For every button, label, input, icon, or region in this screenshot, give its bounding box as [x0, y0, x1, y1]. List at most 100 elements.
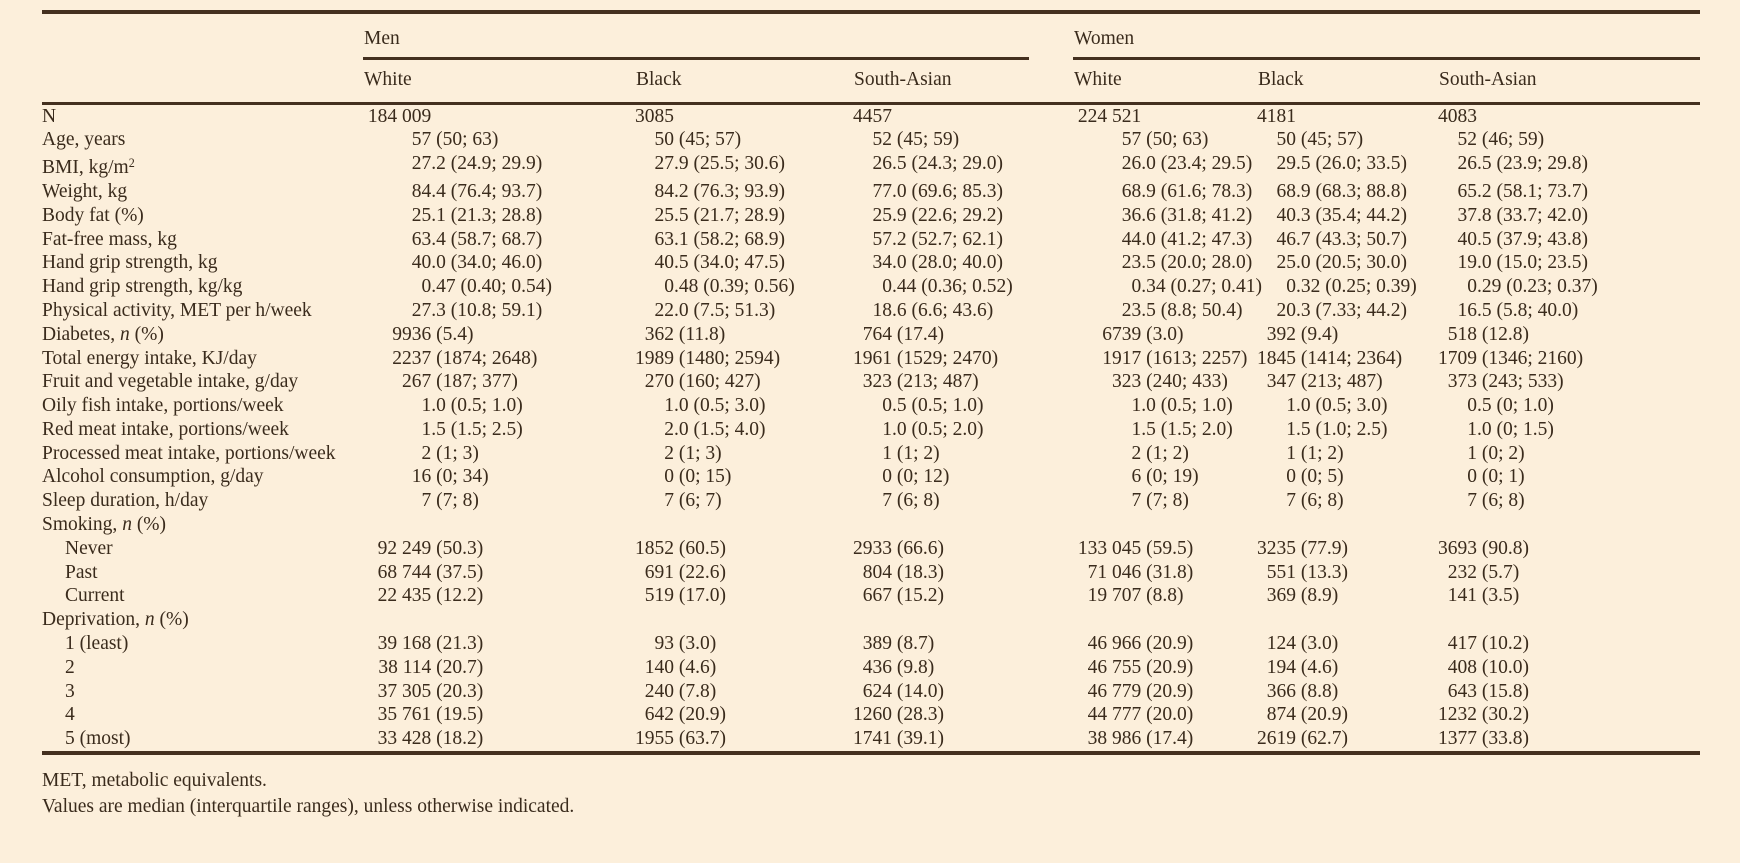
cell: 1377 (33.8): [1438, 728, 1529, 750]
row-label: Fat-free mass, kg: [42, 228, 177, 250]
cell: 22.0 (7.5; 51.3): [654, 299, 776, 321]
cell: 1232 (30.2): [1438, 704, 1529, 726]
top-rule: [42, 10, 1700, 14]
cell: 0.32 (0.25; 0.39): [1286, 276, 1417, 298]
cell: 2.0 (1.5; 4.0): [664, 418, 766, 440]
row-label: 1 (least): [65, 633, 129, 655]
cell: 23.5 (8.8; 50.4): [1121, 299, 1243, 321]
cell: 26.5 (23.9; 29.8): [1457, 153, 1589, 175]
cell: 0.44 (0.36; 0.52): [882, 276, 1013, 298]
cell: 4083: [1438, 105, 1477, 127]
footnote-values: Values are median (interquartile ranges)…: [42, 796, 575, 818]
cell: 93 (3.0): [654, 633, 717, 655]
row-label: Hand grip strength, kg/kg: [42, 276, 243, 298]
cell: 4181: [1257, 105, 1296, 127]
cell: 0.5 (0; 1.0): [1467, 395, 1554, 417]
cell: 1961 (1529; 2470): [853, 347, 999, 369]
table-row: Processed meat intake, portions/week 2 (1…: [42, 442, 1700, 466]
table-row: Fat-free mass, kg 63.4 (58.7; 68.7) 63.1 (…: [42, 228, 1700, 252]
cell: 267 (187; 377): [402, 371, 518, 393]
cell: 643 (15.8): [1447, 680, 1529, 702]
table-row: Oily fish intake, portions/week 1.0 (0.5;…: [42, 394, 1700, 418]
colhead-women-black: Black: [1258, 68, 1304, 90]
cell: 1 (1; 2): [882, 442, 940, 464]
cell: 77.0 (69.6; 85.3): [872, 180, 1004, 202]
cell: 84.4 (76.4; 93.7): [411, 180, 543, 202]
cell: 18.6 (6.6; 43.6): [872, 299, 994, 321]
cell: 6739 (3.0): [1102, 323, 1184, 345]
cell: 0.5 (0.5; 1.0): [882, 395, 984, 417]
cell: 1.0 (0; 1.5): [1467, 418, 1554, 440]
cell: 323 (240; 433): [1112, 371, 1228, 393]
cell: 4457: [853, 105, 892, 127]
row-label: Age, years: [42, 129, 126, 151]
cell: 57 (50; 63): [411, 129, 499, 151]
cell: 2 (1; 3): [664, 442, 722, 464]
cell: 347 (213; 487): [1266, 371, 1383, 393]
table-row: 5 (most) 33 428 (18.2) 1955 (63.7) 1741 (39…: [42, 727, 1700, 751]
cell: 1 (0; 2): [1467, 442, 1525, 464]
cell: 19 707 (8.8): [1087, 585, 1184, 607]
cell: 46 755 (20.9): [1087, 656, 1194, 678]
cell: 0.29 (0.23; 0.37): [1467, 276, 1598, 298]
cell: 36.6 (31.8; 41.2): [1121, 204, 1253, 226]
cell: [853, 513, 1073, 537]
cell: 40.5 (37.9; 43.8): [1457, 228, 1589, 250]
table-row: Red meat intake, portions/week 1.5 (1.5; …: [42, 418, 1700, 442]
cell: 1852 (60.5): [635, 537, 726, 559]
cell: 29.5 (26.0; 33.5): [1276, 153, 1408, 175]
cell: 2 (1; 3): [421, 442, 479, 464]
table-row: 2 38 114 (20.7) 140 (4.6) 436 (9.8) 46 755 (…: [42, 656, 1700, 680]
cell: [1438, 513, 1700, 537]
footnotes: MET, metabolic equivalents. Values are m…: [42, 768, 1700, 820]
table-row: Fruit and vegetable intake, g/day 267 (18…: [42, 370, 1700, 394]
cell: 551 (13.3): [1266, 561, 1348, 583]
colhead-men-south-asian: South-Asian: [854, 68, 952, 90]
cell: 50 (45; 57): [1276, 129, 1364, 151]
cell: 194 (4.6): [1266, 656, 1339, 678]
cell: 33 428 (18.2): [377, 728, 484, 750]
spanner-men: Men: [363, 14, 1073, 60]
cell: 1845 (1414; 2364): [1257, 347, 1403, 369]
cell: 37.8 (33.7; 42.0): [1457, 204, 1589, 226]
colhead-women-white: White: [1074, 68, 1122, 90]
table-row: Weight, kg 84.4 (76.4; 93.7) 84.2 (76.3; 9…: [42, 180, 1700, 204]
cell: 0 (0; 1): [1467, 466, 1525, 488]
cell: 7 (6; 8): [882, 490, 940, 512]
cell: 7 (7; 8): [1131, 490, 1189, 512]
row-label: Body fat (%): [42, 204, 144, 226]
cell: 518 (12.8): [1447, 323, 1529, 345]
cell: 38 986 (17.4): [1087, 728, 1194, 750]
cell: 1.5 (1.5; 2.5): [421, 418, 523, 440]
cell: 1.0 (0.5; 2.0): [882, 418, 984, 440]
cell: 408 (10.0): [1447, 656, 1529, 678]
table-group-row: Smoking, n (%): [42, 513, 1700, 537]
table-group-row: Deprivation, n (%): [42, 608, 1700, 632]
cell: 68 744 (37.5): [377, 561, 484, 583]
cell: 1.0 (0.5; 1.0): [1131, 395, 1233, 417]
row-label: Smoking, n (%): [42, 514, 167, 536]
row-label: 2: [65, 656, 75, 678]
cell: 373 (243; 533): [1447, 371, 1564, 393]
cell: 63.1 (58.2; 68.9): [654, 228, 786, 250]
cell: 34.0 (28.0; 40.0): [872, 252, 1004, 274]
cell: 63.4 (58.7; 68.7): [411, 228, 543, 250]
table-row: Body fat (%) 25.1 (21.3; 28.8) 25.5 (21.7;…: [42, 204, 1700, 228]
cell: 20.3 (7.33; 44.2): [1276, 299, 1408, 321]
cell: 224 521: [1077, 105, 1142, 127]
cell: 26.5 (24.3; 29.0): [872, 153, 1004, 175]
table-row: 1 (least) 39 168 (21.3) 93 (3.0) 389 (8.7) 4…: [42, 632, 1700, 656]
cell: 46.7 (43.3; 50.7): [1276, 228, 1408, 250]
cell: 323 (213; 487): [862, 371, 979, 393]
cell: 140 (4.6): [644, 656, 717, 678]
cell: 25.1 (21.3; 28.8): [411, 204, 543, 226]
cell: 764 (17.4): [862, 323, 944, 345]
row-label: Never: [65, 537, 113, 559]
men-underline-rule: [363, 57, 1029, 60]
cell: 39 168 (21.3): [377, 633, 484, 655]
cell: 3693 (90.8): [1438, 537, 1529, 559]
cell: 366 (8.8): [1266, 680, 1339, 702]
cell: 35 761 (19.5): [377, 704, 484, 726]
cell: 369 (8.9): [1266, 585, 1339, 607]
cell: 52 (46; 59): [1457, 129, 1545, 151]
